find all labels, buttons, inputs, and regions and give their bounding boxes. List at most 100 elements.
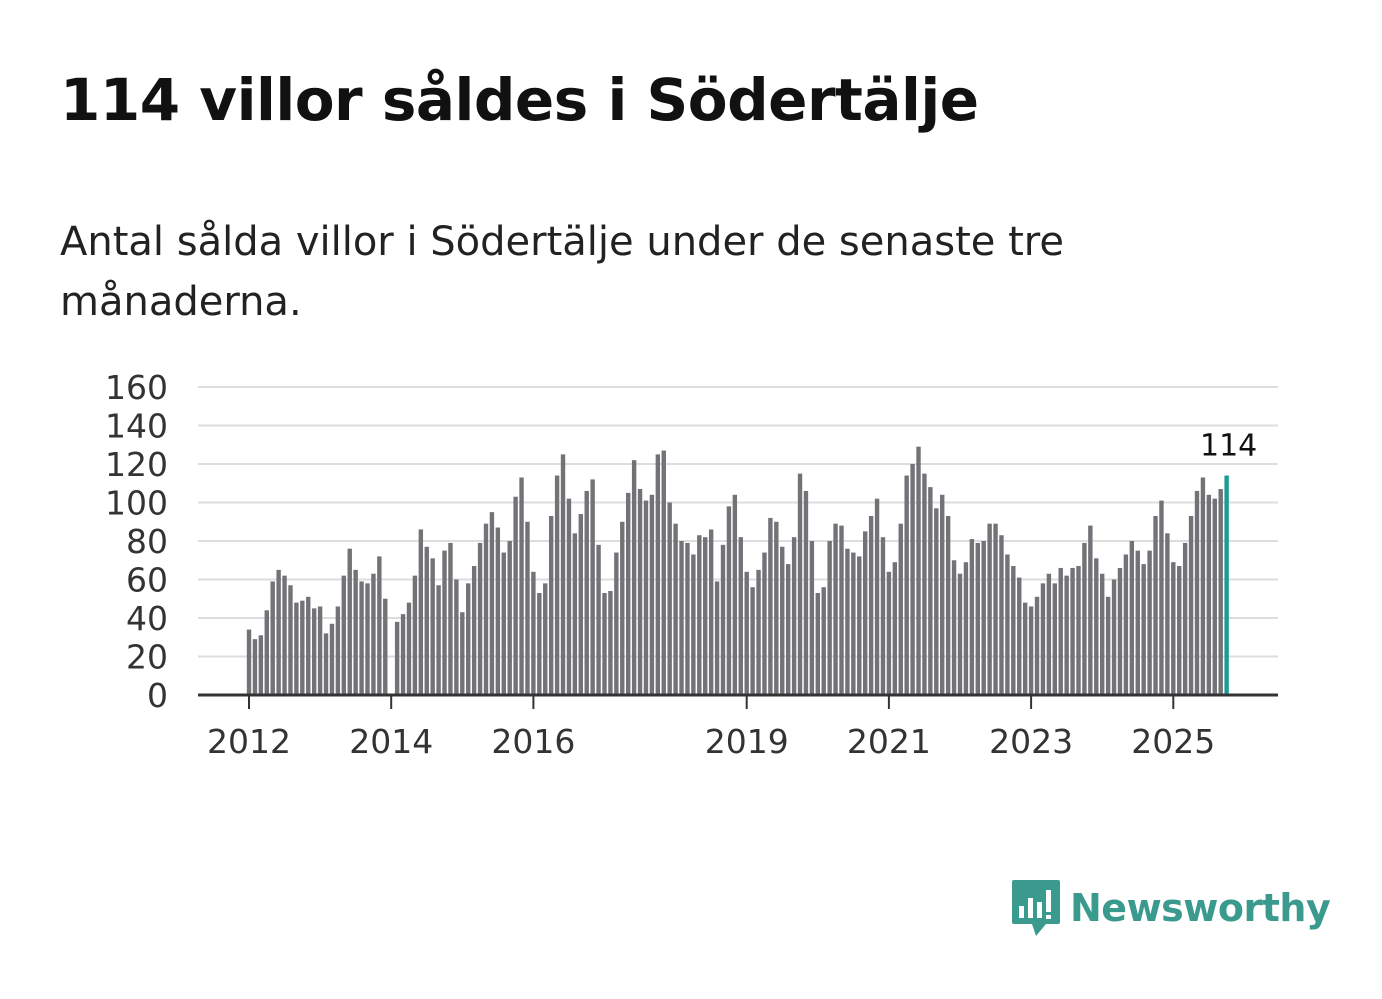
newsworthy-logo: Newsworthy [1010,878,1331,938]
x-tick-label: 2021 [847,722,931,761]
bar [418,529,424,695]
bar [602,592,607,695]
bar [406,602,412,695]
bar [276,569,281,696]
bar [833,523,838,695]
bar [1046,573,1052,695]
bar [720,544,726,695]
bar [1005,554,1010,695]
bar [1094,558,1099,695]
y-tick-label: 60 [126,561,168,600]
y-tick-label: 40 [126,599,168,638]
bar [780,546,785,695]
bar [762,552,767,695]
bar [685,542,690,695]
bar [679,541,684,695]
bar [614,552,619,695]
bar [246,629,252,695]
bar [886,571,892,695]
bar [537,592,542,695]
bar [626,492,631,696]
bar [987,523,992,695]
bar [993,523,998,695]
bar [1182,542,1188,695]
y-tick-label: 140 [105,407,168,446]
bar [945,515,951,695]
bar [1188,515,1194,695]
bar [507,541,512,695]
annotations: 114 [1200,429,1257,464]
bar [643,500,649,695]
bar [845,548,850,695]
bar [525,521,530,695]
bar [252,639,258,695]
bar [347,548,352,695]
bar [797,473,803,696]
bar [596,544,601,695]
bar [1111,579,1117,695]
bar [1017,577,1022,695]
bar [1088,525,1093,695]
y-tick-label: 100 [105,484,168,523]
y-tick-label: 120 [105,445,168,484]
bar [880,537,886,695]
bar [1206,494,1212,695]
bar [922,473,927,696]
x-tick-label: 2019 [705,722,789,761]
bar [513,496,518,695]
bar [578,514,583,695]
bar [738,537,743,695]
bar [1076,566,1081,695]
y-tick-label: 20 [126,638,168,677]
bar [442,550,447,696]
bar [371,573,376,695]
bar [981,541,986,695]
bar [584,490,589,695]
bar [1129,541,1135,695]
bar [815,592,820,695]
x-axis: 2012 2014 2016 2019 2021 2023 2025 [198,693,1278,761]
bar [963,562,969,695]
bar [1147,550,1152,696]
bar [827,541,832,695]
bar [951,560,957,695]
y-tick-label: 0 [147,676,168,715]
x-tick-label: 2025 [1131,722,1215,761]
bar [916,446,921,695]
bar [1064,575,1069,695]
bar [898,523,903,695]
bar [839,525,844,695]
bar [768,517,773,695]
bar [1212,498,1217,695]
bar [590,479,595,695]
bar [548,515,554,695]
bar [1141,564,1146,695]
bar [1117,567,1123,695]
bar [341,575,346,695]
bar [863,531,868,696]
bar [910,464,915,695]
bar [1218,489,1223,695]
bar [543,583,548,695]
bar [1070,567,1075,695]
bar [904,475,909,695]
bar [1171,562,1176,695]
bar [1100,573,1105,695]
bar [975,542,980,695]
bar [471,566,477,695]
bar [1011,566,1016,695]
y-tick-label: 80 [126,522,168,561]
bar [466,583,471,695]
bar [732,494,738,695]
bar [501,552,506,695]
bar [791,537,797,695]
bar [519,477,524,695]
bar [714,581,720,695]
bar [892,562,898,695]
bar [1034,596,1040,695]
bar [294,602,299,695]
bar [400,614,406,695]
bar [774,521,779,695]
bar [1177,566,1182,695]
